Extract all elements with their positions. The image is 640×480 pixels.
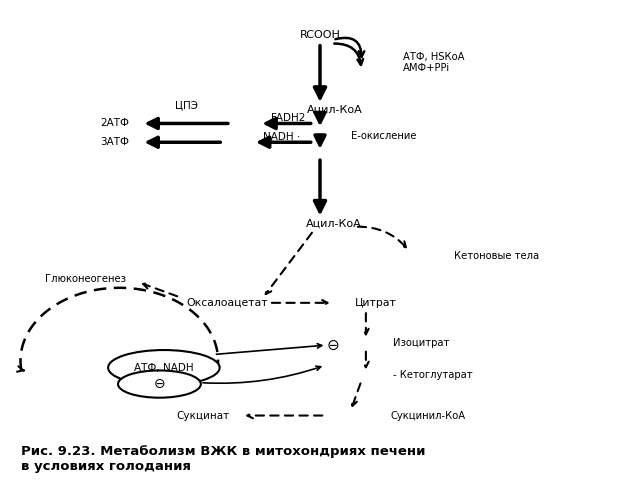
Text: ⊖: ⊖ bbox=[154, 377, 165, 391]
Text: 3АТФ: 3АТФ bbox=[100, 137, 129, 147]
Text: FADH2: FADH2 bbox=[271, 113, 305, 123]
Text: Ацил-КоА: Ацил-КоА bbox=[307, 104, 363, 114]
Text: ⊖: ⊖ bbox=[326, 337, 339, 353]
Text: Сукцинат: Сукцинат bbox=[177, 410, 230, 420]
Text: Е-окисление: Е-окисление bbox=[351, 131, 416, 141]
Text: Цитрат: Цитрат bbox=[355, 298, 397, 308]
Text: RCOOH: RCOOH bbox=[300, 30, 340, 40]
Text: АТФ, NADH: АТФ, NADH bbox=[134, 362, 194, 372]
Text: Изоцитрат: Изоцитрат bbox=[394, 338, 450, 348]
Text: NADH ·: NADH · bbox=[263, 132, 300, 142]
Text: АМФ+PPi: АМФ+PPi bbox=[403, 63, 450, 73]
Text: Сукцинил-КоА: Сукцинил-КоА bbox=[390, 410, 465, 420]
Text: Оксалоацетат: Оксалоацетат bbox=[187, 298, 268, 308]
Text: - Кетоглутарат: - Кетоглутарат bbox=[394, 370, 473, 380]
Text: ЦПЭ: ЦПЭ bbox=[175, 100, 198, 110]
Text: Рис. 9.23. Метаболизм ВЖК в митохондриях печени
в условиях голодания: Рис. 9.23. Метаболизм ВЖК в митохондриях… bbox=[20, 445, 425, 473]
Text: Ацил-КоА: Ацил-КоА bbox=[306, 218, 362, 228]
Ellipse shape bbox=[108, 350, 220, 385]
Text: АТФ, HSКоА: АТФ, HSКоА bbox=[403, 52, 465, 62]
Ellipse shape bbox=[118, 371, 201, 398]
Text: Глюконеогенез: Глюконеогенез bbox=[45, 275, 125, 284]
Text: Кетоновые тела: Кетоновые тела bbox=[454, 251, 539, 261]
Text: 2АТФ: 2АТФ bbox=[100, 119, 129, 129]
